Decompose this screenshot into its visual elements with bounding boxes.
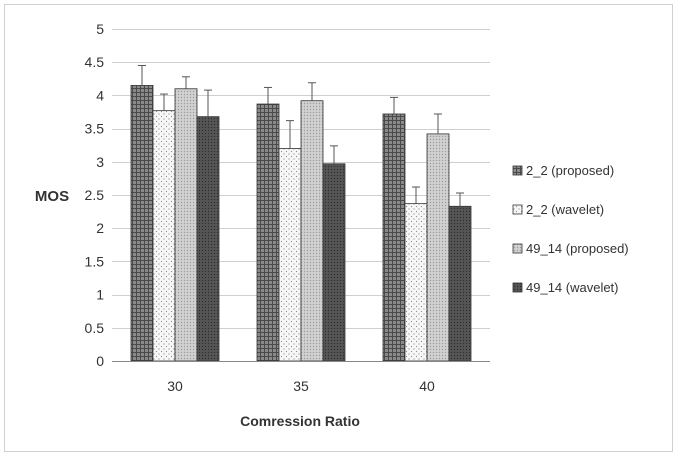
x-tick-label: 40 [419,378,435,394]
legend-swatch [512,165,523,176]
legend-item: 2_2 (proposed) [512,163,614,178]
x-axis-title: Comression Ratio [240,413,360,429]
legend: 2_2 (proposed) 2_2 (wavelet) 49_14 (propos… [512,163,629,295]
bars [130,85,472,362]
y-tick-label: 1.5 [85,253,105,269]
y-tick-label: 3 [96,154,104,170]
bar [448,205,472,362]
legend-label: 49_14 (proposed) [526,241,629,256]
legend-item: 2_2 (wavelet) [512,202,604,217]
bar [300,100,324,362]
legend-swatch [512,243,523,254]
y-tick-label: 0 [96,353,104,369]
legend-swatch [512,282,523,293]
bar [174,88,198,362]
y-tick-label: 0.5 [85,320,105,336]
y-tick-label: 3.5 [85,121,105,137]
x-tick-label: 30 [167,378,183,394]
y-tick-label: 1 [96,287,104,303]
y-tick-label: 4 [96,87,104,103]
legend-item: 49_14 (wavelet) [512,280,619,295]
bar [152,110,176,362]
x-tick-label: 35 [293,378,309,394]
bar [322,163,346,362]
y-tick-label: 4.5 [85,54,105,70]
error-bars [138,65,464,207]
y-tick-label: 5 [96,21,104,37]
bar [404,203,428,362]
legend-item: 49_14 (proposed) [512,241,629,256]
y-tick-label: 2 [96,220,104,236]
bar [130,85,154,362]
legend-label: 2_2 (wavelet) [526,202,604,217]
bar [426,133,450,362]
x-tick-labels: 30 35 40 [167,378,435,394]
legend-label: 49_14 (wavelet) [526,280,619,295]
y-tick-labels: 0 0.5 1 1.5 2 2.5 3 3.5 4 4.5 5 [85,21,105,369]
legend-label: 2_2 (proposed) [526,163,614,178]
bar [382,113,406,362]
bar [196,116,220,362]
bar [256,103,280,362]
y-axis-title: MOS [35,188,69,205]
bar [278,148,302,362]
y-tick-label: 2.5 [85,187,105,203]
legend-swatch [512,204,523,215]
